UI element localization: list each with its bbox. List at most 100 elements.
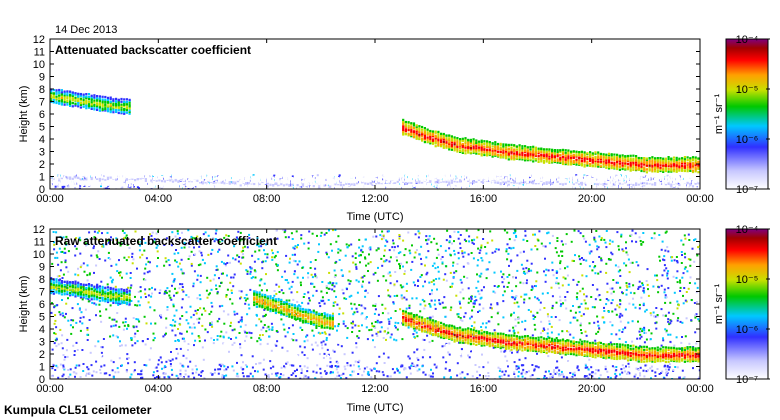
layer-cell: [404, 125, 407, 128]
layer-cell: [399, 182, 402, 185]
noise-cell: [665, 331, 668, 334]
layer-cell: [477, 175, 481, 178]
layer-cell: [123, 102, 126, 105]
noise-cell: [191, 332, 194, 335]
layer-cell: [656, 179, 659, 182]
layer-cell: [334, 183, 337, 186]
noise-cell: [687, 287, 690, 290]
layer-cell: [87, 98, 91, 101]
layer-cell: [426, 180, 429, 183]
layer-cell: [155, 172, 158, 175]
layer-cell: [559, 187, 562, 189]
layer-cell: [475, 149, 478, 152]
layer-cell: [372, 187, 375, 189]
noise-cell: [425, 256, 428, 259]
layer-cell: [434, 130, 437, 133]
layer-cell: [50, 91, 53, 95]
layer-cell: [125, 181, 128, 184]
layer-cell: [58, 183, 61, 186]
layer-cell: [253, 182, 256, 186]
layer-cell: [388, 180, 391, 183]
layer-cell: [412, 176, 416, 179]
layer-cell: [185, 175, 188, 178]
noise-cell: [308, 297, 311, 300]
noise-cell: [296, 276, 299, 279]
layer-cell: [431, 138, 435, 141]
layer-cell: [518, 151, 521, 154]
layer-cell: [561, 178, 565, 181]
layer-cell: [529, 158, 532, 161]
layer-cell: [629, 176, 632, 179]
noise-cell: [258, 364, 261, 367]
layer-cell: [556, 154, 559, 157]
layer-cell: [448, 176, 451, 179]
haze-cell: [425, 178, 428, 181]
noise-cell: [117, 241, 120, 244]
layer-cell: [459, 187, 462, 189]
layer-cell: [483, 145, 486, 148]
layer-cell: [459, 142, 462, 145]
layer-cell: [603, 189, 605, 191]
layer-cell: [280, 184, 283, 187]
noise-cell: [465, 240, 468, 243]
haze-cell: [194, 185, 197, 188]
layer-cell: [131, 182, 134, 185]
layer-cell: [491, 182, 494, 185]
haze-cell: [78, 187, 81, 189]
layer-cell: [69, 178, 72, 181]
layer-cell: [472, 177, 475, 180]
layer-cell: [190, 179, 193, 182]
layer-cell: [678, 187, 681, 189]
noise-cell: [543, 307, 546, 309]
layer-cell: [448, 181, 451, 184]
layer-cell: [188, 178, 191, 181]
noise-cell: [452, 264, 454, 267]
layer-cell: [223, 176, 226, 179]
layer-cell: [356, 185, 359, 188]
layer-cell: [488, 184, 491, 187]
noise-cell: [540, 320, 543, 323]
layer-cell: [90, 102, 93, 105]
layer-cell: [594, 182, 597, 185]
layer-cell: [507, 155, 510, 158]
noise-cell: [332, 349, 335, 352]
layer-cell: [399, 184, 402, 187]
layer-cell: [637, 175, 640, 178]
layer-cell: [591, 159, 594, 162]
layer-cell: [50, 178, 53, 181]
layer-cell: [616, 163, 619, 166]
layer-cell: [510, 152, 513, 155]
layer-cell: [250, 181, 253, 184]
layer-cell: [294, 190, 296, 192]
layer-cell: [52, 99, 55, 102]
layer-cell: [453, 177, 456, 180]
noise-cell: [237, 321, 240, 324]
layer-cell: [632, 185, 635, 188]
layer-cell: [350, 186, 353, 189]
layer-cell: [697, 171, 700, 174]
layer-cell: [477, 181, 481, 184]
layer-cell: [534, 182, 537, 185]
layer-cell: [288, 186, 291, 189]
noise-cell: [446, 360, 449, 363]
layer-cell: [599, 156, 602, 159]
layer-cell: [664, 184, 667, 188]
layer-cell: [115, 178, 118, 181]
noise-cell: [317, 331, 320, 334]
layer-cell: [656, 181, 659, 184]
layer-cell: [570, 156, 573, 159]
layer-cell: [632, 186, 635, 189]
layer-cell: [635, 182, 638, 185]
layer-cell: [58, 90, 61, 93]
layer-cell: [60, 169, 63, 172]
layer-cell: [651, 179, 654, 182]
layer-cell: [540, 180, 543, 184]
layer-cell: [404, 174, 407, 177]
layer-cell: [101, 108, 104, 111]
noise-cell: [337, 248, 340, 251]
layer-cell: [109, 181, 112, 184]
noise-cell: [314, 259, 317, 261]
noise-cell: [249, 272, 252, 275]
noise-cell: [381, 303, 384, 306]
layer-cell: [339, 176, 342, 179]
